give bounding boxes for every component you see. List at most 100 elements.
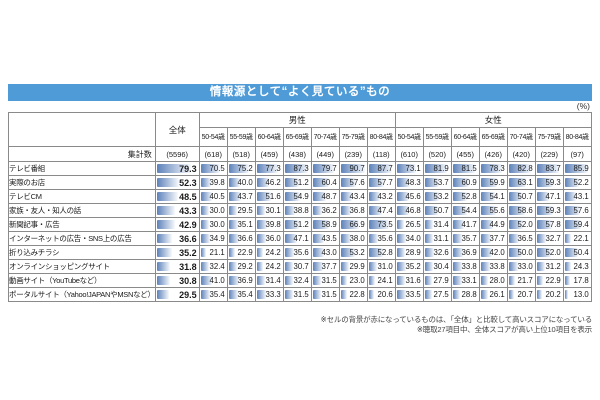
cell-female-5-1: 31.1 xyxy=(422,231,452,246)
row-label-1: 実際のお店 xyxy=(8,175,156,190)
cell-value: 29.5 xyxy=(179,289,197,300)
cell-value: 26.5 xyxy=(405,219,421,229)
data-bar xyxy=(452,220,464,229)
cell-male-4-4: 58.9 xyxy=(310,217,340,232)
cell-female-2-6: 43.1 xyxy=(562,189,592,204)
row-label-5: インターネットの広告・SNS上の広告 xyxy=(8,231,156,246)
cell-female-5-0: 34.0 xyxy=(394,231,424,246)
count-male-5: (239) xyxy=(338,146,368,162)
count-male-3: (438) xyxy=(282,146,312,162)
data-bar xyxy=(508,248,523,257)
data-bar xyxy=(396,164,417,173)
cell-value: 42.0 xyxy=(489,247,505,257)
count-male-6: (118) xyxy=(366,146,396,162)
data-bar xyxy=(200,248,207,257)
data-bar xyxy=(284,206,296,215)
cell-value: 52.8 xyxy=(461,191,477,201)
data-bar xyxy=(156,234,173,243)
row-label-0: テレビ番組 xyxy=(8,161,156,176)
cell-male-7-1: 29.2 xyxy=(226,259,256,274)
data-bar xyxy=(368,234,379,243)
cell-value: 17.8 xyxy=(573,275,589,285)
data-bar xyxy=(536,164,560,173)
data-bar xyxy=(156,290,170,299)
cell-value: 30.0 xyxy=(209,205,225,215)
cell-male-3-1: 29.5 xyxy=(226,203,256,218)
cell-value: 31.6 xyxy=(405,275,421,285)
cell-value: 79.7 xyxy=(321,163,337,173)
cell-female-9-3: 26.1 xyxy=(478,287,508,302)
age-header-female-4: 70-74歳 xyxy=(506,127,536,147)
data-bar xyxy=(284,248,295,257)
cell-female-4-4: 52.0 xyxy=(506,217,536,232)
cell-male-5-6: 35.6 xyxy=(366,231,396,246)
cell-male-0-6: 87.7 xyxy=(366,161,396,176)
cell-male-7-4: 37.7 xyxy=(310,259,340,274)
data-bar xyxy=(312,178,329,187)
data-bar xyxy=(396,290,406,299)
cell-male-7-2: 24.2 xyxy=(254,259,284,274)
table-row: 新聞記事・広告 42.9 30.0 35.1 39.8 51.2 58.9 66.9 73.5 2… xyxy=(8,217,592,232)
cell-male-8-2: 31.4 xyxy=(254,273,284,288)
data-bar xyxy=(256,220,268,229)
data-bar xyxy=(452,192,467,201)
age-header-male-0: 50-54歳 xyxy=(198,127,228,147)
data-bar xyxy=(480,164,502,173)
cell-value: 60.4 xyxy=(321,177,337,187)
cell-value: 35.4 xyxy=(237,289,253,299)
cell-value: 31.4 xyxy=(265,275,281,285)
cell-value: 36.9 xyxy=(461,247,477,257)
cell-value: 33.3 xyxy=(265,289,281,299)
cell-male-5-0: 34.9 xyxy=(198,231,228,246)
data-bar xyxy=(452,276,462,285)
data-bar xyxy=(452,262,462,271)
cell-value: 43.7 xyxy=(237,191,253,201)
cell-male-7-3: 30.7 xyxy=(282,259,312,274)
cell-male-1-5: 57.6 xyxy=(338,175,368,190)
data-bar xyxy=(480,276,489,285)
cell-value: 36.8 xyxy=(349,205,365,215)
age-header-female-3: 65-69歳 xyxy=(478,127,508,147)
cell-value: 36.5 xyxy=(517,233,533,243)
cell-female-3-1: 50.7 xyxy=(422,203,452,218)
cell-value: 30.1 xyxy=(265,205,281,215)
cell-value: 53.2 xyxy=(349,247,365,257)
cell-value: 29.5 xyxy=(237,205,253,215)
data-bar xyxy=(284,276,294,285)
cell-value: 30.7 xyxy=(293,261,309,271)
cell-value: 85.9 xyxy=(573,163,589,173)
data-bar xyxy=(312,164,335,173)
cell-value: 50.7 xyxy=(433,205,449,215)
data-bar xyxy=(424,220,434,229)
cell-male-1-1: 40.0 xyxy=(226,175,256,190)
data-bar xyxy=(396,178,410,187)
cell-male-0-0: 70.5 xyxy=(198,161,228,176)
data-bar xyxy=(256,178,270,187)
data-bar xyxy=(508,192,523,201)
cell-value: 47.1 xyxy=(545,191,561,201)
cell-value: 32.7 xyxy=(545,233,561,243)
data-bar xyxy=(564,276,570,285)
cell-value: 48.5 xyxy=(179,191,197,202)
cell-value: 59.4 xyxy=(573,219,589,229)
cell-male-4-3: 51.2 xyxy=(282,217,312,232)
blank-corner-cell xyxy=(8,112,156,147)
cell-male-9-6: 20.6 xyxy=(366,287,396,302)
cell-male-6-0: 21.1 xyxy=(198,245,228,260)
cell-value: 75.2 xyxy=(237,163,253,173)
cell-value: 59.3 xyxy=(545,177,561,187)
cell-value: 52.2 xyxy=(573,177,589,187)
data-bar xyxy=(564,220,581,229)
data-bar xyxy=(228,276,239,285)
cell-value: 35.7 xyxy=(461,233,477,243)
data-bar xyxy=(228,262,237,271)
table-row: 折り込みチラシ 35.2 21.1 22.9 24.2 35.6 43.0 53.2 52.8 2… xyxy=(8,245,592,260)
cell-value: 59.3 xyxy=(545,205,561,215)
cell-value: 50.7 xyxy=(517,191,533,201)
cell-male-6-3: 35.6 xyxy=(282,245,312,260)
data-bar xyxy=(156,220,176,229)
data-bar xyxy=(480,290,488,299)
count-male-1: (518) xyxy=(226,146,256,162)
data-bar xyxy=(228,192,241,201)
